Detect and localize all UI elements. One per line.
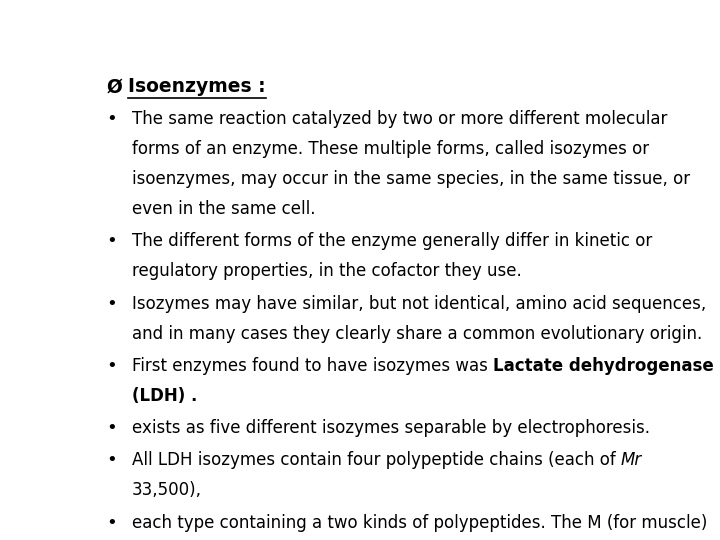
Text: •: • — [107, 232, 117, 251]
Text: and in many cases they clearly share a common evolutionary origin.: and in many cases they clearly share a c… — [132, 325, 702, 342]
Text: exists as five different isozymes separable by electrophoresis.: exists as five different isozymes separa… — [132, 419, 650, 437]
Text: Ø: Ø — [107, 77, 122, 96]
Text: Isozymes may have similar, but not identical, amino acid sequences,: Isozymes may have similar, but not ident… — [132, 295, 706, 313]
Text: isoenzymes, may occur in the same species, in the same tissue, or: isoenzymes, may occur in the same specie… — [132, 170, 690, 188]
Text: •: • — [107, 295, 117, 313]
Text: First enzymes found to have isozymes was: First enzymes found to have isozymes was — [132, 357, 493, 375]
Text: •: • — [107, 514, 117, 532]
Text: regulatory properties, in the cofactor they use.: regulatory properties, in the cofactor t… — [132, 262, 521, 280]
Text: The same reaction catalyzed by two or more different molecular: The same reaction catalyzed by two or mo… — [132, 110, 667, 128]
Text: The different forms of the enzyme generally differ in kinetic or: The different forms of the enzyme genera… — [132, 232, 652, 251]
Text: 33,500),: 33,500), — [132, 482, 202, 500]
Text: Isoenzymes :: Isoenzymes : — [128, 77, 266, 96]
Text: •: • — [107, 419, 117, 437]
Text: Mr: Mr — [621, 451, 642, 469]
Text: •: • — [107, 357, 117, 375]
Text: Lactate dehydrogenase: Lactate dehydrogenase — [493, 357, 714, 375]
Text: forms of an enzyme. These multiple forms, called isozymes or: forms of an enzyme. These multiple forms… — [132, 140, 649, 158]
Text: •: • — [107, 451, 117, 469]
Text: •: • — [107, 110, 117, 128]
Text: All LDH isozymes contain four polypeptide chains (each of: All LDH isozymes contain four polypeptid… — [132, 451, 621, 469]
Text: each type containing a two kinds of polypeptides. The M (for muscle): each type containing a two kinds of poly… — [132, 514, 707, 532]
Text: even in the same cell.: even in the same cell. — [132, 200, 315, 218]
Text: (LDH) .: (LDH) . — [132, 387, 197, 405]
